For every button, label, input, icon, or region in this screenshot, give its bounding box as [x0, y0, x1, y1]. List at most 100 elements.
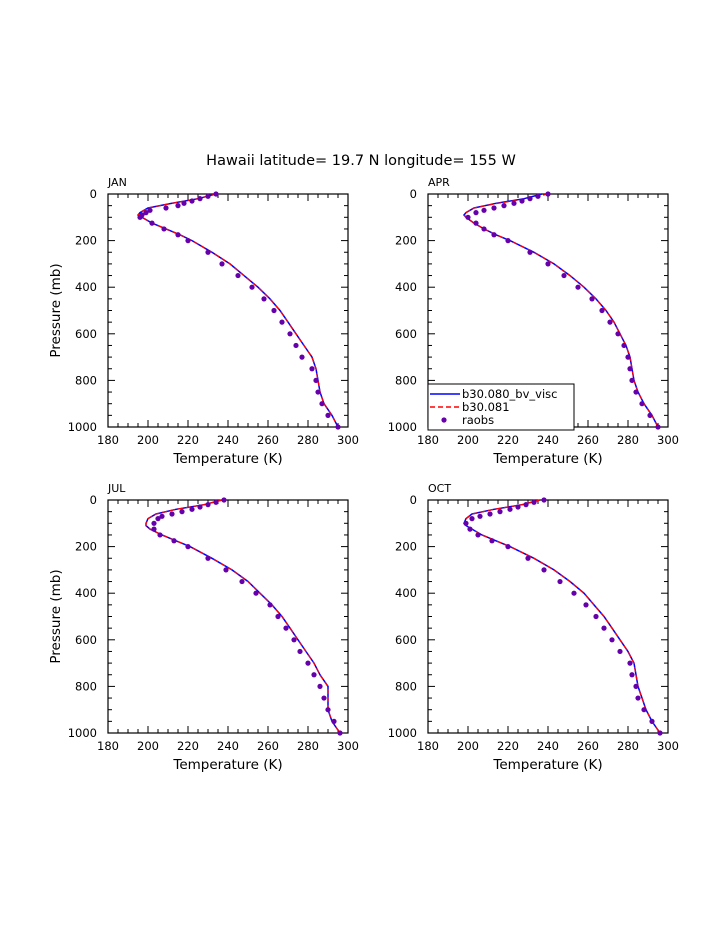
raobs-point [159, 513, 165, 519]
y-tick-label: 200 [75, 234, 97, 248]
raobs-point [279, 319, 285, 325]
raobs-point [473, 220, 479, 226]
y-tick-label: 200 [395, 540, 417, 554]
raobs-point [319, 401, 325, 407]
raobs-point [163, 205, 169, 211]
x-tick-label: 260 [577, 739, 599, 753]
x-tick-label: 240 [537, 433, 559, 447]
x-tick-label: 300 [337, 739, 359, 753]
raobs-point [633, 683, 639, 690]
panel-title: JUL [107, 482, 126, 495]
raobs-point [589, 296, 595, 302]
raobs-point [491, 232, 497, 238]
raobs-point [309, 366, 315, 372]
raobs-point [197, 504, 203, 510]
raobs-point [561, 272, 567, 279]
x-tick-label: 240 [217, 739, 239, 753]
raobs-point [185, 544, 191, 550]
raobs-point [221, 497, 227, 503]
raobs-point [515, 504, 521, 510]
raobs-point [325, 707, 331, 713]
y-tick-label: 200 [75, 540, 97, 554]
plot-frame [107, 193, 349, 428]
raobs-point [527, 196, 533, 202]
raobs-point [149, 220, 155, 226]
x-tick-label: 200 [137, 739, 159, 753]
raobs-point [213, 499, 219, 505]
raobs-point [647, 412, 653, 418]
raobs-point [541, 497, 547, 503]
raobs-point [465, 214, 471, 220]
y-tick-label: 400 [75, 586, 97, 600]
raobs-point [617, 648, 623, 655]
y-tick-label: 600 [75, 327, 97, 341]
x-tick-label: 260 [577, 433, 599, 447]
legend-marker [441, 417, 447, 423]
raobs-point [299, 354, 305, 360]
y-tick-label: 600 [395, 633, 417, 647]
raobs-point [649, 718, 655, 724]
raobs-point [219, 261, 225, 267]
series-line-b30-081 [137, 193, 339, 428]
raobs-point [169, 511, 175, 517]
raobs-point [287, 331, 293, 337]
y-tick-label: 800 [75, 679, 97, 693]
raobs-point [525, 555, 531, 561]
raobs-point [599, 307, 605, 314]
x-tick-label: 300 [337, 433, 359, 447]
raobs-point [621, 342, 627, 349]
x-tick-label: 180 [417, 739, 439, 753]
raobs-point [511, 200, 517, 206]
raobs-point [467, 526, 473, 532]
panel-oct: 180 200 220 240 260 280 300 0 200 400 600 800 1000 OC… [388, 482, 679, 773]
raobs-point [607, 319, 613, 325]
raobs-point [151, 520, 157, 526]
raobs-point [205, 193, 211, 199]
raobs-point [519, 198, 525, 204]
raobs-point [627, 366, 633, 372]
raobs-point [505, 238, 511, 244]
raobs-point [541, 567, 547, 573]
raobs-point [313, 377, 319, 383]
x-tick-label: 280 [297, 739, 319, 753]
raobs-point [337, 730, 343, 736]
raobs-point [557, 578, 563, 585]
legend-label: b30.081 [462, 400, 510, 414]
raobs-point [571, 590, 577, 596]
y-tick-label: 400 [395, 586, 417, 600]
raobs-point [223, 567, 229, 573]
x-tick-label: 280 [617, 739, 639, 753]
raobs-point [151, 526, 157, 532]
x-tick-label: 280 [297, 433, 319, 447]
raobs-point [475, 532, 481, 538]
raobs-point [171, 538, 177, 544]
y-tick-label: 0 [90, 187, 97, 201]
raobs-point [625, 354, 631, 360]
y-tick-label: 1000 [68, 420, 97, 434]
x-tick-label: 180 [417, 433, 439, 447]
legend-box [427, 383, 575, 431]
x-axis-label: Temperature (K) [492, 757, 602, 773]
x-tick-label: 220 [497, 739, 519, 753]
plot-frame [427, 499, 669, 734]
raobs-point [583, 602, 589, 608]
raobs-point [657, 730, 663, 736]
raobs-point [143, 210, 149, 216]
raobs-point [501, 203, 507, 209]
raobs-point [253, 590, 259, 596]
raobs-point [507, 506, 513, 512]
y-tick-label: 200 [395, 234, 417, 248]
raobs-point [189, 198, 195, 204]
panel-title: JAN [107, 176, 127, 189]
raobs-point [213, 191, 219, 197]
raobs-point [545, 191, 551, 197]
raobs-point [267, 602, 273, 608]
raobs-point [477, 513, 483, 519]
panel-apr: 180 200 220 240 260 280 300 0 200 400 600 800 1000 AP… [388, 176, 679, 467]
raobs-point [523, 502, 529, 508]
legend-label: raobs [462, 413, 494, 427]
x-tick-label: 240 [537, 739, 559, 753]
raobs-point [639, 401, 645, 407]
raobs-point [481, 226, 487, 232]
legend-label: b30.080_bv_visc [462, 387, 557, 401]
